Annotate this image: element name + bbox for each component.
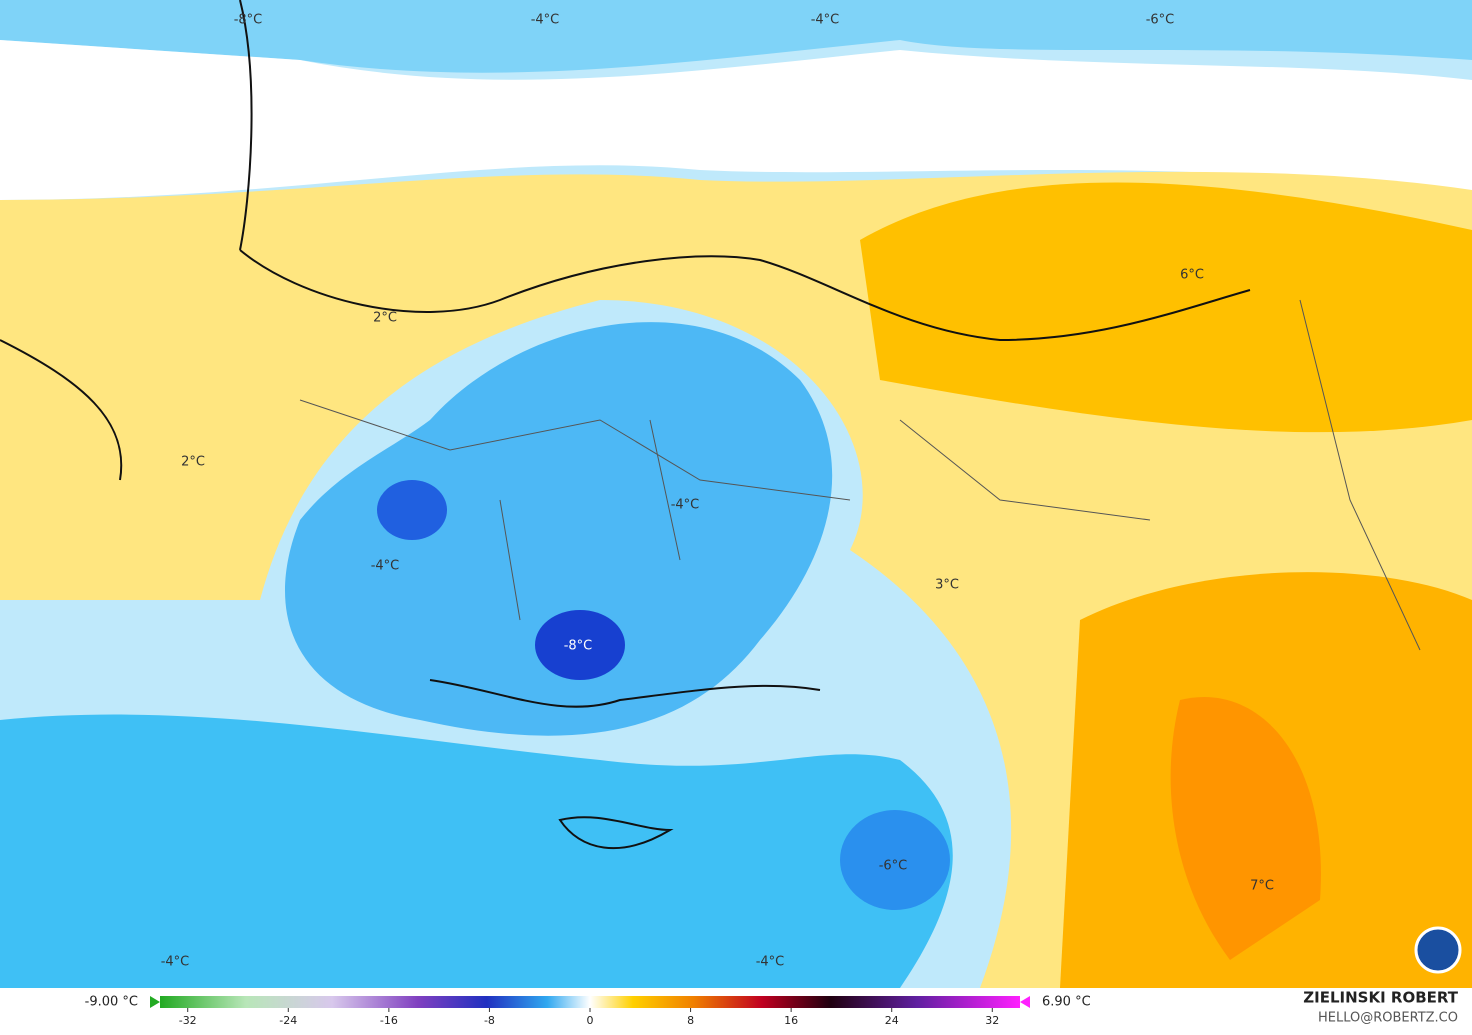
- cold-band: [0, 0, 1472, 73]
- contour-label: 2°C: [181, 455, 205, 470]
- colorbar-tick-label: -8: [484, 1014, 495, 1027]
- noaa-logo: [1414, 926, 1462, 974]
- contour-label: -6°C: [879, 859, 908, 874]
- colorbar-footer: -9.00 °C 6.90 °C ZIELINSKI ROBERT HELLO@…: [85, 989, 1459, 1028]
- contour-label: -4°C: [371, 559, 400, 574]
- contour-label: 3°C: [935, 578, 959, 593]
- contour-label: 7°C: [1250, 879, 1274, 894]
- cold-core: [377, 480, 447, 540]
- map: -8°C -4°C -4°C -6°C 2°C 2°C 6°C -4°C -4°…: [0, 0, 1472, 988]
- contour-label: -4°C: [671, 498, 700, 513]
- warm-core: [1170, 696, 1321, 960]
- contour-label: -6°C: [1146, 13, 1175, 28]
- colorbar-tick-label: 16: [784, 1014, 798, 1027]
- credit-email: HELLO@ROBERTZ.CO: [1318, 1011, 1458, 1026]
- credit-name: ZIELINSKI ROBERT: [1303, 989, 1458, 1007]
- neutral-band: [0, 40, 1472, 200]
- contour-label: 6°C: [1180, 268, 1204, 283]
- cold-core: [535, 610, 625, 680]
- colorbar-tick-label: -24: [279, 1014, 297, 1027]
- colorbar-arrow: [150, 996, 160, 1008]
- coastline: [0, 0, 1251, 850]
- contour-labels: -8°C -4°C -4°C -6°C 2°C 2°C 6°C -4°C -4°…: [161, 13, 1274, 970]
- contour-label: -8°C: [234, 13, 263, 28]
- colorbar-tick-label: 8: [687, 1014, 694, 1027]
- colorbar-tick-label: 0: [587, 1014, 594, 1027]
- province-borders: [299, 299, 1421, 651]
- contour-label: -4°C: [756, 955, 785, 970]
- cold-sea: [0, 714, 953, 988]
- colorbar-tick-label: -32: [179, 1014, 197, 1027]
- colorbar-tick-label: 24: [885, 1014, 899, 1027]
- contour-label: -8°C: [564, 639, 593, 654]
- contour-label: -4°C: [161, 955, 190, 970]
- colorbar: [160, 996, 1020, 1008]
- contour-label: 2°C: [373, 311, 397, 326]
- contour-label: -4°C: [811, 13, 840, 28]
- colorbar-tick-label: 32: [985, 1014, 999, 1027]
- warm-east: [860, 182, 1472, 433]
- colorbar-tick-label: -16: [380, 1014, 398, 1027]
- legend-min: -9.00 °C: [85, 995, 138, 1010]
- legend-max: 6.90 °C: [1042, 995, 1091, 1010]
- colorbar-arrow: [1020, 996, 1030, 1008]
- contour-label: -4°C: [531, 13, 560, 28]
- cold-core: [840, 810, 950, 910]
- cold-anatolia: [285, 322, 833, 736]
